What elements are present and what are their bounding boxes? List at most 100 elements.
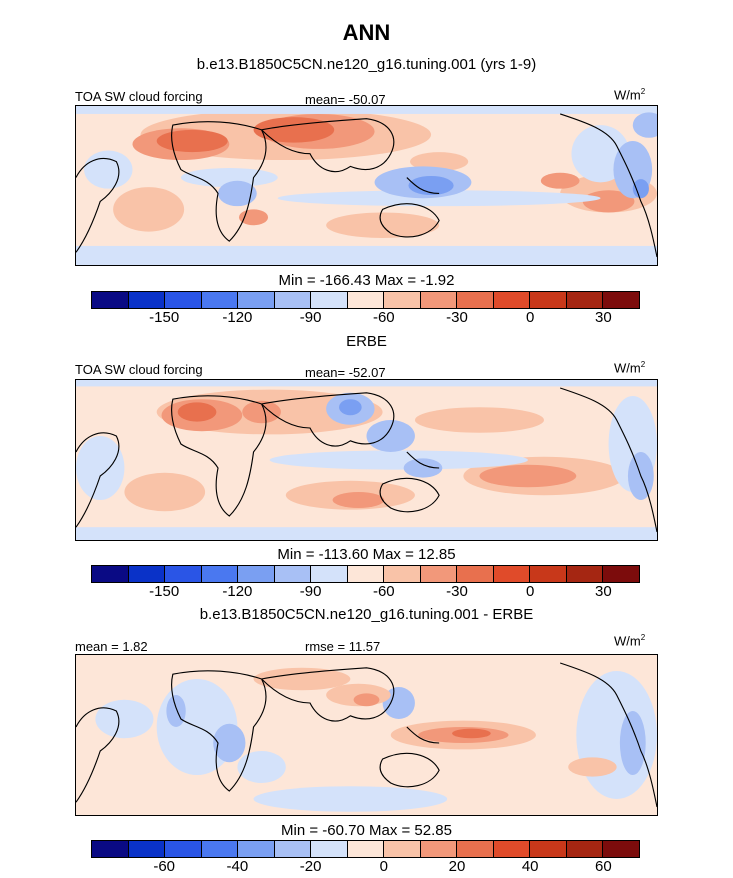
- panel-3-units: W/m2: [614, 633, 646, 649]
- panel-1-mean-label: mean= -50.07: [305, 92, 386, 107]
- panel-1-colorbar-ticks: -150 -120 -90 -60 -30 0 30: [91, 309, 640, 329]
- contour-fill-deep-blue: [408, 175, 649, 199]
- colorbar-swatch: [201, 292, 239, 308]
- colorbar-tick-label: -150: [149, 309, 180, 326]
- colorbar-swatch: [530, 841, 567, 857]
- coastlines: [76, 387, 657, 533]
- panel-1-field-label: TOA SW cloud forcing: [75, 89, 203, 104]
- colorbar-swatch: [238, 841, 275, 857]
- colorbar-swatch: [238, 292, 275, 308]
- colorbar-swatch: [493, 841, 531, 857]
- panel-3-mean-label: mean = 1.82: [75, 639, 148, 654]
- panel-3-title: b.e13.B1850C5CN.ne120_g16.tuning.001 - E…: [199, 606, 534, 623]
- contour-fill-deep-blue: [339, 399, 362, 416]
- colorbar-tick-label: 30: [595, 583, 612, 600]
- colorbar-swatch: [347, 841, 385, 857]
- colorbar-swatch: [311, 841, 348, 857]
- colorbar-swatch: [566, 292, 604, 308]
- panel-1-title: b.e13.B1850C5CN.ne120_g16.tuning.001 (yr…: [196, 56, 537, 73]
- main-title: ANN: [342, 20, 391, 45]
- colorbar-swatch: [420, 566, 458, 582]
- panel-3-colorbar-ticks: -60 -40 -20 0 20 40 60: [91, 858, 640, 878]
- colorbar-swatch: [457, 841, 494, 857]
- panel-2-map: [75, 379, 658, 541]
- contour-fill-blue: [166, 687, 646, 775]
- colorbar-swatch: [603, 566, 639, 582]
- panel-2-colorbar-ticks: -150 -120 -90 -60 -30 0 30: [91, 583, 640, 603]
- colorbar-tick-label: 0: [526, 309, 535, 326]
- colorbar-swatch: [165, 841, 202, 857]
- panel-1-map: [75, 105, 658, 266]
- colorbar-tick-label: 60: [595, 858, 612, 875]
- colorbar-swatch: [530, 292, 567, 308]
- colorbar-swatch: [238, 566, 275, 582]
- colorbar-swatch: [384, 292, 421, 308]
- colorbar-tick-label: -30: [446, 309, 468, 326]
- colorbar-swatch: [274, 566, 312, 582]
- colorbar-swatch: [201, 566, 239, 582]
- colorbar-swatch: [347, 566, 385, 582]
- colorbar-swatch: [165, 292, 202, 308]
- coastlines: [76, 113, 657, 258]
- contour-fill-strongest: [452, 728, 491, 739]
- panel-2-title: ERBE: [346, 333, 387, 350]
- panel-3-rmse-label: rmse = 11.57: [305, 639, 381, 654]
- colorbar-swatch: [347, 292, 385, 308]
- colorbar-swatch: [165, 566, 202, 582]
- panel-2-field-label: TOA SW cloud forcing: [75, 362, 203, 377]
- colorbar-tick-label: -150: [149, 583, 180, 600]
- colorbar-tick-label: -120: [222, 583, 253, 600]
- colorbar-tick-label: -90: [299, 309, 322, 326]
- panel-2-min-max: Min = -113.60 Max = 12.85: [277, 546, 456, 563]
- colorbar-swatch: [128, 566, 166, 582]
- colorbar-tick-label: -20: [299, 858, 322, 875]
- colorbar-swatch: [566, 566, 604, 582]
- colorbar-tick-label: -60: [372, 583, 395, 600]
- colorbar-tick-label: -60: [372, 309, 395, 326]
- colorbar-swatch: [603, 841, 639, 857]
- panel-1-min-max: Min = -166.43 Max = -1.92: [278, 272, 455, 289]
- colorbar-swatch: [92, 566, 129, 582]
- panel-3-map: [75, 654, 658, 816]
- colorbar-swatch: [92, 292, 129, 308]
- colorbar-swatch: [274, 292, 312, 308]
- colorbar-tick-label: 20: [448, 858, 466, 875]
- colorbar-swatch: [530, 566, 567, 582]
- colorbar-tick-label: 0: [379, 858, 388, 875]
- colorbar-swatch: [493, 292, 531, 308]
- colorbar-tick-label: -60: [153, 858, 176, 875]
- panel-1-units: W/m2: [614, 87, 646, 103]
- colorbar-swatch: [311, 292, 348, 308]
- colorbar-tick-label: 0: [526, 583, 535, 600]
- colorbar-swatch: [92, 841, 129, 857]
- panel-3-min-max: Min = -60.70 Max = 52.85: [281, 822, 452, 839]
- colorbar-swatch: [128, 841, 166, 857]
- panel-2-colorbar: [91, 565, 640, 583]
- coastlines: [76, 662, 657, 808]
- colorbar-swatch: [420, 841, 458, 857]
- panel-2-mean-label: mean= -52.07: [305, 365, 386, 380]
- colorbar-swatch: [420, 292, 458, 308]
- colorbar-tick-label: -40: [226, 858, 249, 875]
- colorbar-swatch: [201, 841, 239, 857]
- colorbar-swatch: [384, 566, 421, 582]
- colorbar-tick-label: -120: [222, 309, 253, 326]
- colorbar-swatch: [311, 566, 348, 582]
- contour-fill-strongest: [156, 117, 335, 153]
- panel-2-units: W/m2: [614, 360, 646, 376]
- colorbar-swatch: [384, 841, 421, 857]
- colorbar-swatch: [128, 292, 166, 308]
- colorbar-swatch: [457, 566, 494, 582]
- colorbar-tick-label: -90: [299, 583, 322, 600]
- panel-1-colorbar: [91, 291, 640, 309]
- colorbar-swatch: [493, 566, 531, 582]
- colorbar-tick-label: 40: [521, 858, 539, 875]
- colorbar-tick-label: 30: [595, 309, 612, 326]
- colorbar-swatch: [603, 292, 639, 308]
- panel-3-colorbar: [91, 840, 640, 858]
- colorbar-tick-label: -30: [446, 583, 468, 600]
- colorbar-swatch: [274, 841, 312, 857]
- colorbar-swatch: [457, 292, 494, 308]
- colorbar-swatch: [566, 841, 604, 857]
- contour-fill-strongest: [177, 402, 217, 422]
